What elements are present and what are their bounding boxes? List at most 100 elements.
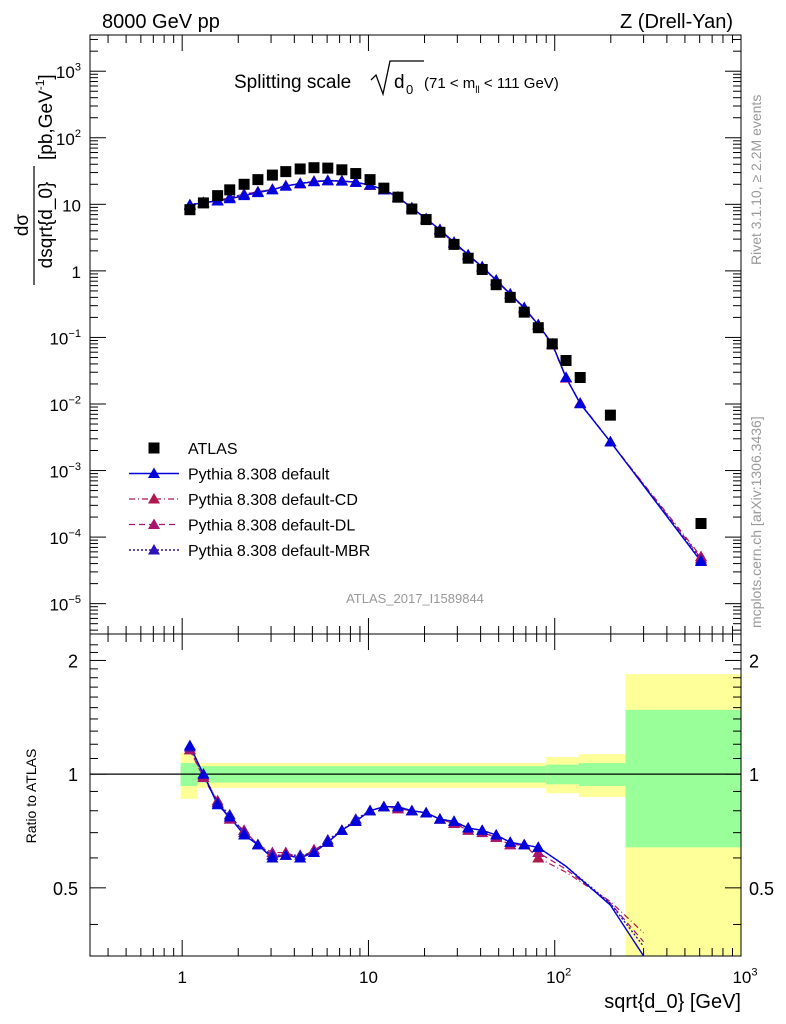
marker-default xyxy=(560,371,573,383)
ratio-marker-default xyxy=(448,815,461,826)
y-label-numerator: dσ xyxy=(12,214,33,237)
marker-default xyxy=(695,555,708,566)
plot-title-d-sub: 0 xyxy=(406,82,413,97)
ratio-marker-default xyxy=(433,813,446,824)
marker-data xyxy=(434,226,446,238)
marker-data xyxy=(364,174,376,186)
marker-data xyxy=(308,162,320,174)
legend-label-dl: Pythia 8.308 default-DL xyxy=(188,518,355,535)
marker-data xyxy=(280,166,292,178)
ratio-marker-default xyxy=(490,829,503,840)
marker-data xyxy=(406,203,418,215)
marker-data xyxy=(546,338,558,350)
ratio-marker-default xyxy=(364,804,377,816)
ratio-marker-default xyxy=(349,815,362,826)
marker-data xyxy=(378,182,390,194)
ratio-marker-default xyxy=(183,739,196,751)
ratio-marker-default xyxy=(335,824,348,835)
ratio-band-inner xyxy=(625,709,741,848)
ratio-marker-default xyxy=(294,851,307,863)
marker-data xyxy=(322,162,334,174)
marker-data xyxy=(574,372,586,384)
marker-data xyxy=(476,263,488,275)
marker-default xyxy=(223,192,236,204)
x-tick-label: 103 xyxy=(732,966,757,987)
ratio-marker-default xyxy=(197,768,210,779)
y-tick-label-main: 102 xyxy=(56,128,81,149)
marker-data xyxy=(197,197,209,209)
marker-default xyxy=(321,174,334,186)
legend-marker-default xyxy=(148,467,160,478)
rivet-version-label: Rivet 3.1.10, ≥ 2.2M events xyxy=(748,95,764,265)
marker-data xyxy=(518,306,530,318)
marker-data xyxy=(392,191,404,203)
marker-default xyxy=(307,175,320,187)
ratio-marker-default xyxy=(462,822,475,833)
marker-data xyxy=(350,168,362,180)
marker-data xyxy=(212,190,224,202)
marker-data xyxy=(532,322,544,334)
header-left: 8000 GeV pp xyxy=(102,11,220,33)
analysis-id: ATLAS_2017_I1589844 xyxy=(346,591,484,606)
y-tick-label-main: 1 xyxy=(72,263,81,282)
plot-title-main: Splitting scale xyxy=(234,72,351,93)
y-tick-label-ratio-right: 1 xyxy=(749,765,759,785)
ratio-marker-default xyxy=(211,798,224,810)
marker-data xyxy=(604,409,616,421)
y-tick-label-ratio-left: 2 xyxy=(68,651,78,671)
sqrt-sign-icon xyxy=(370,60,424,97)
axis-ticks xyxy=(90,35,742,956)
marker-data xyxy=(184,204,196,216)
mcplots-label: mcplots.cern.ch [arXiv:1306.3436] xyxy=(748,416,764,628)
ratio-plot-series xyxy=(183,739,645,956)
marker-default xyxy=(574,397,587,409)
y-axis-label-ratio: Ratio to ATLAS xyxy=(23,749,39,844)
marker-data xyxy=(504,291,516,303)
ratio-marker-default xyxy=(391,800,404,812)
marker-data xyxy=(238,178,250,190)
marker-default xyxy=(279,180,292,191)
marker-default xyxy=(349,176,362,187)
marker-data xyxy=(420,214,432,226)
plot-title-cut: (71 < mll < 111 GeV) xyxy=(424,75,559,96)
axis-tick-labels: 1 10 102 10310−510−410−310−210−11101021030.… xyxy=(49,62,774,987)
marker-data xyxy=(448,238,460,250)
y-label-denominator: dsqrt{d_0} xyxy=(36,182,57,269)
ratio-series-inner xyxy=(183,739,645,956)
ratio-marker-default xyxy=(223,811,236,822)
y-tick-label-main: 10−5 xyxy=(49,594,81,615)
marker-data xyxy=(266,169,278,181)
legend-label-data: ATLAS xyxy=(188,441,238,458)
header-right: Z (Drell-Yan) xyxy=(620,11,733,33)
ratio-marker-default xyxy=(405,804,418,816)
ratio-plot-frame xyxy=(89,633,742,957)
legend-marker-data xyxy=(148,442,160,454)
legend-marker-dl xyxy=(148,518,160,529)
x-axis-label: sqrt{d_0} [GeV] xyxy=(604,991,741,1013)
y-tick-label-ratio-left: 1 xyxy=(68,765,78,785)
y-tick-label-main: 10−3 xyxy=(49,461,81,482)
y-label-units: [pb,GeV-1] xyxy=(33,74,57,160)
ratio-marker-default xyxy=(504,836,517,847)
ratio-marker-default xyxy=(476,824,489,835)
ratio-marker-default xyxy=(321,836,334,847)
marker-data xyxy=(252,174,264,186)
marker-default xyxy=(604,435,617,447)
marker-default xyxy=(266,183,279,195)
marker-default xyxy=(238,189,251,201)
legend-label-mbr: Pythia 8.308 default-MBR xyxy=(188,543,370,560)
ratio-marker-cd xyxy=(532,851,545,863)
x-tick-label: 10 xyxy=(359,968,378,987)
marker-data xyxy=(294,163,306,175)
legend-marker-mbr xyxy=(148,544,160,555)
ratio-marker-default xyxy=(307,846,320,858)
marker-data xyxy=(695,518,707,530)
y-tick-label-main: 10−4 xyxy=(49,527,81,548)
ratio-marker-default xyxy=(279,849,292,860)
legend-label-default: Pythia 8.308 default xyxy=(188,467,330,484)
ratio-marker-default xyxy=(238,829,251,840)
y-tick-label-main: 103 xyxy=(56,62,81,83)
ratio-marker-default xyxy=(532,841,545,852)
x-tick-label: 102 xyxy=(546,966,571,987)
